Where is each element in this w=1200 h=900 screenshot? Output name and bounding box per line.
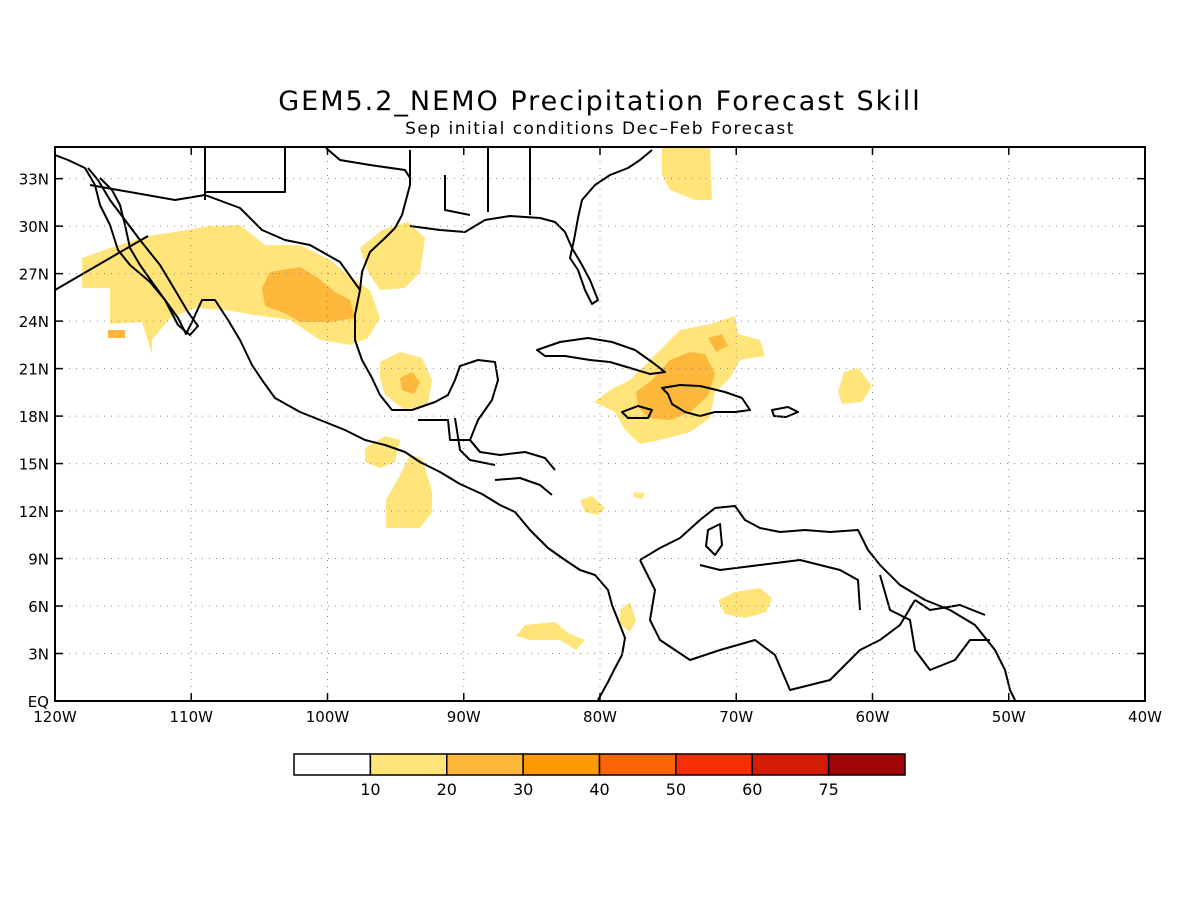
colorbar-label: 10 [360,780,380,799]
colorbar-swatch [522,753,601,776]
skill-shading [82,148,872,650]
longitude-axis: 120W 110W 100W 90W 80W 70W 60W 50W 40W [33,147,1162,726]
colorbar-label: 40 [589,780,609,799]
colorbar-label: 50 [666,780,686,799]
lat-tick-label: 27N [19,266,49,284]
colorbar-swatch [293,753,372,776]
lon-tick-label: 100W [306,708,350,726]
colorbar-swatch [675,753,753,776]
lon-tick-label: 40W [1128,708,1162,726]
lon-tick-label: 90W [447,708,481,726]
colorbar-swatch [598,753,677,776]
colorbar-label: 75 [818,780,838,799]
coastlines [54,147,1016,701]
colorbar-label: 60 [742,780,762,799]
lat-tick-label: 6N [28,598,49,616]
lon-tick-label: 110W [170,708,214,726]
colorbar-swatch [369,753,448,776]
lon-tick-label: 120W [33,708,77,726]
lat-tick-label: EQ [28,693,49,711]
lon-tick-label: 50W [992,708,1026,726]
lon-tick-label: 80W [583,708,617,726]
lat-tick-label: 21N [19,361,49,379]
colorbar-swatch [446,753,524,776]
lat-tick-label: 30N [19,218,49,236]
skill-10-20-regions [82,148,872,650]
lat-tick-label: 3N [28,646,49,664]
lat-tick-label: 18N [19,408,49,426]
lat-tick-label: 33N [19,171,49,189]
colorbar-label: 20 [437,780,457,799]
lon-tick-label: 60W [856,708,890,726]
lat-tick-label: 9N [28,551,49,569]
colorbar-swatch [827,753,906,776]
lat-tick-label: 12N [19,503,49,521]
latitude-axis: 33N 30N 27N 24N 21N 18N 15N 12N 9N 6N 3N EQ [19,171,1145,711]
map-subtitle: Sep initial conditions Dec–Feb Forecast [405,119,795,139]
lat-tick-label: 15N [19,456,49,474]
colorbar-swatch [751,753,830,776]
map-title: GEM5.2_NEMO Precipitation Forecast Skill [278,86,922,117]
lat-tick-label: 24N [19,313,49,331]
colorbar-label: 30 [513,780,533,799]
colorbar: 10 20 30 40 50 60 75 [293,753,906,799]
lon-tick-label: 70W [719,708,753,726]
